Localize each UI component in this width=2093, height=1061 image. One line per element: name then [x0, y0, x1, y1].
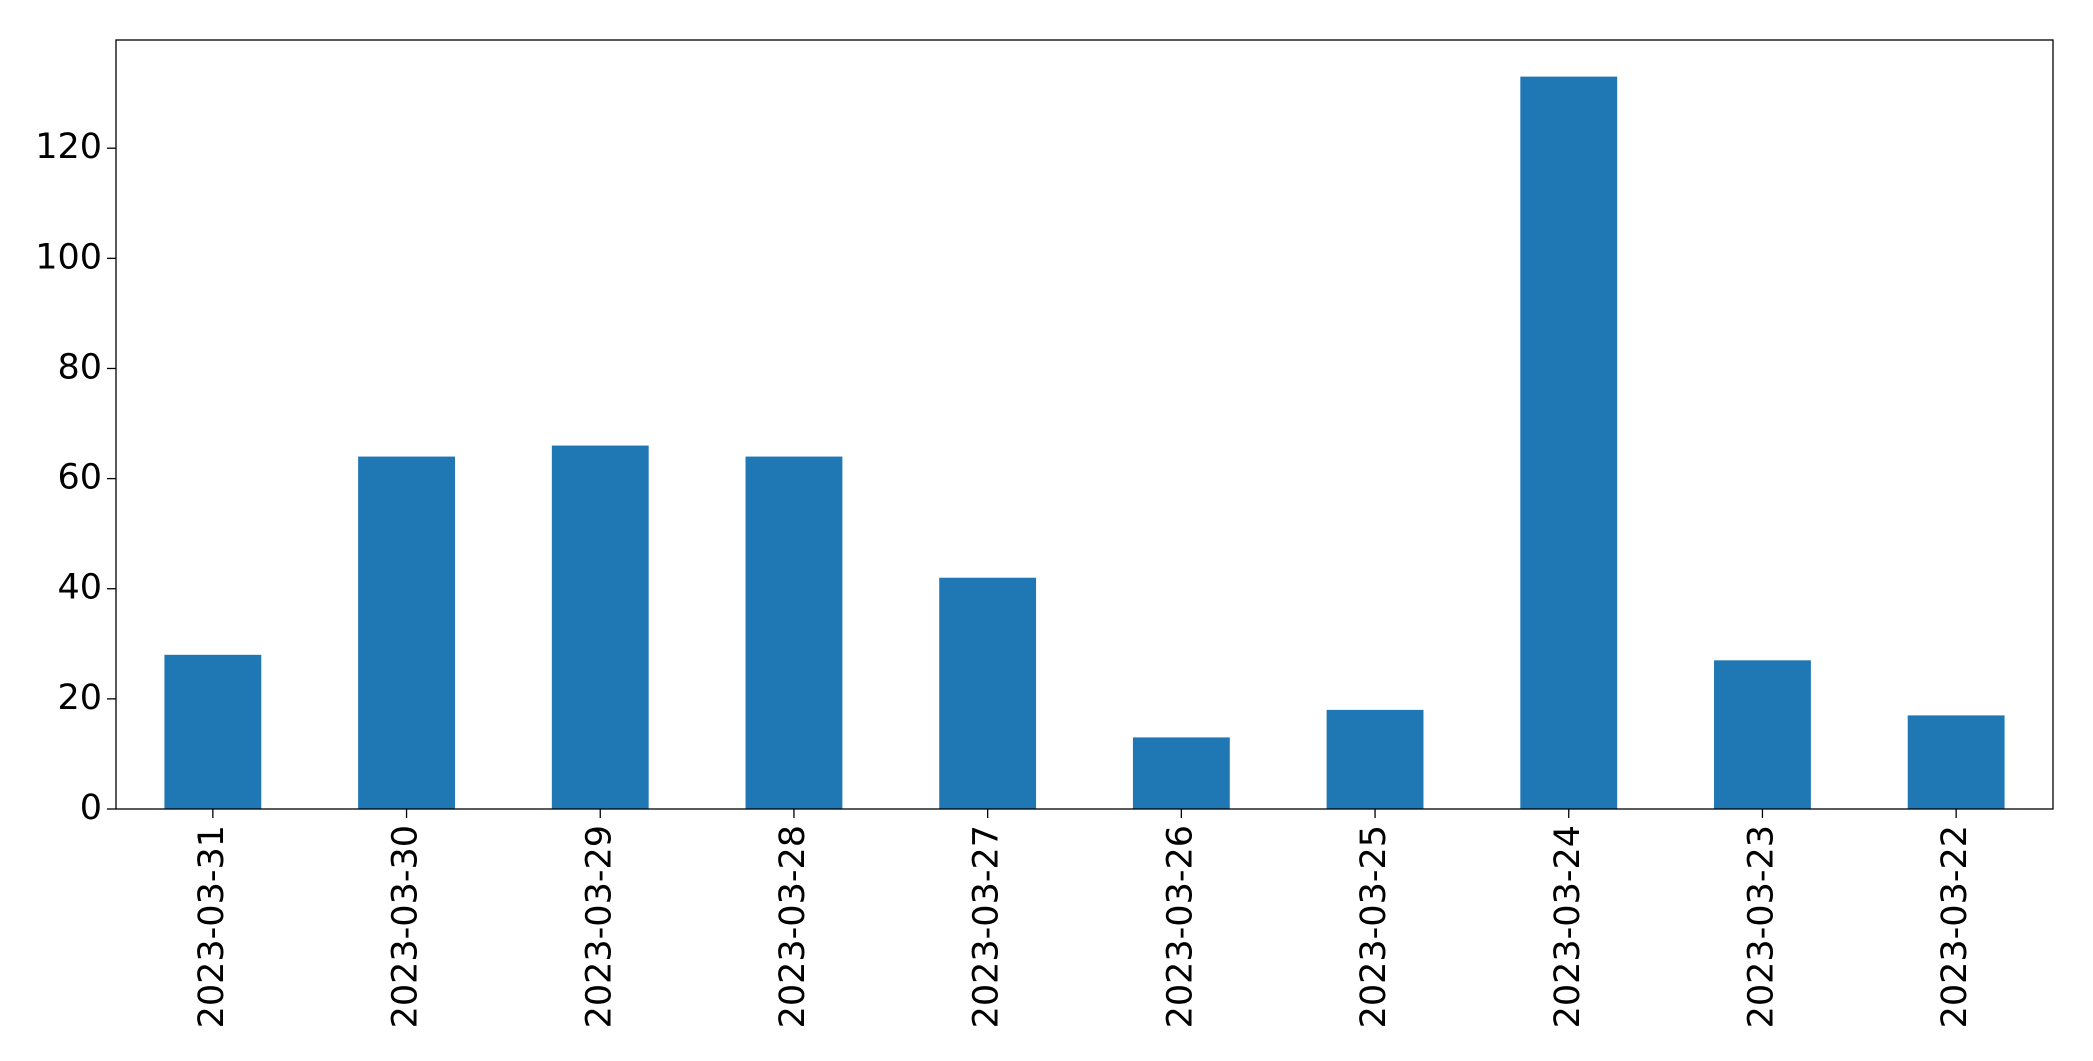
bar — [1326, 709, 1424, 809]
x-tick-label: 2023-03-26 — [1160, 825, 1200, 1028]
y-tick-label: 100 — [35, 237, 102, 277]
x-tick-label: 2023-03-30 — [386, 825, 426, 1028]
y-tick-label: 20 — [57, 678, 102, 718]
x-tick-label: 2023-03-31 — [192, 825, 232, 1028]
y-tick-label: 120 — [35, 127, 102, 167]
x-tick-label: 2023-03-24 — [1548, 825, 1588, 1028]
bar — [358, 456, 455, 809]
x-tick-label: 2023-03-27 — [967, 825, 1007, 1028]
y-tick-label: 80 — [57, 347, 102, 387]
bar — [939, 577, 1037, 809]
plot-frame — [115, 39, 2054, 810]
x-tick-label: 2023-03-29 — [579, 825, 619, 1028]
y-tick-label: 60 — [57, 458, 102, 498]
x-tick-label: 2023-03-22 — [1935, 825, 1975, 1028]
y-tick-label: 0 — [80, 788, 102, 828]
bar — [745, 456, 843, 809]
bar — [164, 654, 262, 809]
x-tick-label: 2023-03-25 — [1354, 825, 1394, 1028]
bar — [551, 445, 649, 809]
bar — [1907, 715, 2005, 809]
x-tick-label: 2023-03-23 — [1741, 825, 1781, 1028]
bar — [1520, 76, 1618, 810]
x-tick-label: 2023-03-28 — [773, 825, 813, 1028]
y-tick-label: 40 — [57, 568, 102, 608]
bar — [1714, 660, 1811, 809]
bar — [1132, 737, 1230, 809]
